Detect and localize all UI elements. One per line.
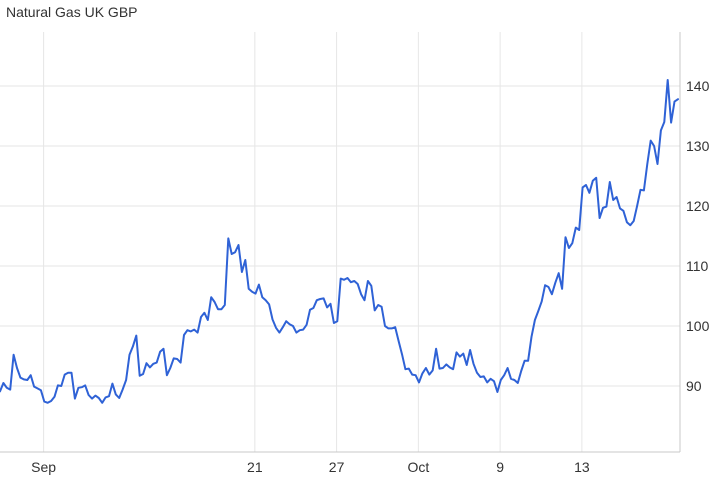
- x-tick-label-0: Sep: [31, 459, 56, 475]
- y-tick-label-1: 100: [686, 318, 710, 334]
- x-tick-labels: Sep 21 27 Oct 9 13: [31, 459, 590, 475]
- series-line-0: [0, 79, 679, 404]
- x-tick-label-3: Oct: [407, 459, 429, 475]
- y-tick-label-5: 140: [686, 78, 710, 94]
- y-tick-label-4: 130: [686, 138, 710, 154]
- y-tick-label-3: 120: [686, 198, 710, 214]
- chart-title: Natural Gas UK GBP: [6, 4, 138, 20]
- x-tick-label-1: 21: [247, 459, 263, 475]
- y-tick-label-2: 110: [686, 258, 709, 274]
- x-tick-label-2: 27: [329, 459, 345, 475]
- x-gridlines: [43, 32, 583, 452]
- y-gridlines: [0, 85, 680, 387]
- x-tick-label-5: 13: [574, 459, 590, 475]
- y-tick-label-0: 90: [686, 378, 702, 394]
- series-layer: [0, 79, 679, 404]
- y-tick-labels: 90 100 110 120 130 140: [686, 78, 710, 394]
- x-tick-label-4: 9: [496, 459, 504, 475]
